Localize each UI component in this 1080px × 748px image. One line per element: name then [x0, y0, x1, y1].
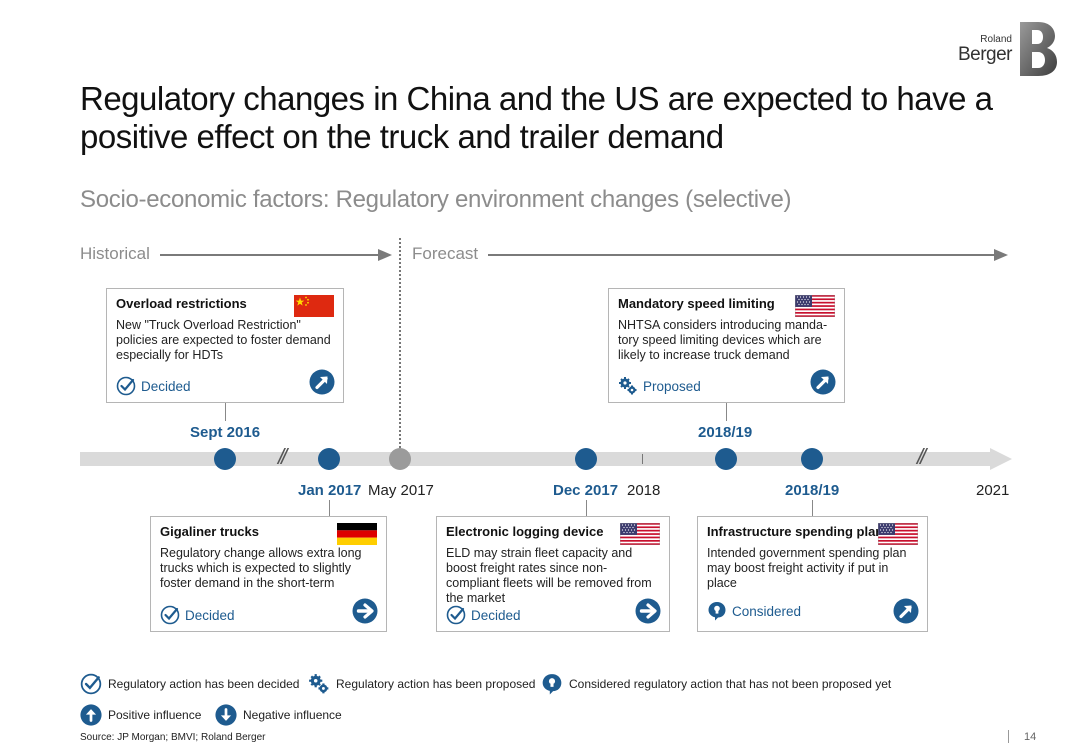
- date-sept-2016: Sept 2016: [190, 424, 261, 441]
- page-subtitle: Socio-economic factors: Regulatory envir…: [80, 186, 792, 213]
- forecast-arrow-line: [488, 254, 996, 256]
- card-body: Intended government spending plan may bo…: [707, 546, 907, 590]
- date-2018-19-bottom: 2018/19: [785, 482, 840, 499]
- legend-proposed: Regulatory action has been proposed: [308, 673, 535, 695]
- page-number-divider: [1008, 730, 1009, 743]
- legend-label: Considered regulatory action that has no…: [569, 677, 892, 691]
- historical-forecast-divider: [399, 238, 401, 452]
- card-title: Overload restrictions: [116, 296, 247, 311]
- check-icon: [80, 673, 102, 695]
- card-mandatory-speed-limiting: Mandatory speed limiting NHTSA considers…: [608, 288, 845, 403]
- neutral-influence-arrow-icon: [635, 598, 661, 624]
- card-electronic-logging-device: Electronic logging device ELD may strain…: [436, 516, 670, 632]
- us-flag-icon: [795, 295, 835, 317]
- historical-arrow-line: [160, 254, 382, 256]
- positive-influence-arrow-icon: [893, 598, 919, 624]
- neutral-influence-arrow-icon: [352, 598, 378, 624]
- speech-bubble-icon: [541, 673, 563, 695]
- status-label: Decided: [185, 607, 235, 623]
- gears-icon: [308, 673, 330, 695]
- connector-line: [225, 403, 226, 421]
- legend-label: Regulatory action has been decided: [108, 677, 300, 691]
- check-icon: [160, 605, 180, 625]
- positive-influence-icon: [80, 704, 102, 726]
- date-2018: 2018: [627, 482, 661, 499]
- status-proposed: Proposed: [618, 376, 701, 396]
- timeline-bar: [80, 452, 992, 466]
- date-jan-2017: Jan 2017: [298, 482, 362, 499]
- negative-influence-icon: [215, 704, 237, 726]
- legend-positive: Positive influence: [80, 704, 201, 726]
- timeline-break-mark: //: [917, 444, 926, 469]
- status-label: Decided: [471, 607, 521, 623]
- card-body: NHTSA considers introducing manda-tory s…: [618, 318, 828, 362]
- logo-line1: Roland: [980, 34, 1012, 45]
- card-gigaliner-trucks: Gigaliner trucks Regulatory change allow…: [150, 516, 387, 632]
- logo-b-mark-icon: [1020, 22, 1057, 76]
- card-body: Regulatory change allows extra long truc…: [160, 546, 362, 590]
- forecast-arrowhead: [994, 249, 1008, 261]
- status-label: Proposed: [643, 378, 701, 394]
- positive-influence-arrow-icon: [309, 369, 335, 395]
- roland-berger-logo: Roland Berger: [940, 20, 1058, 76]
- status-decided: Decided: [446, 605, 521, 625]
- legend-considered: Considered regulatory action that has no…: [541, 673, 891, 695]
- connector-line: [586, 500, 587, 516]
- page-title: Regulatory changes in China and the US a…: [80, 80, 993, 155]
- card-title: Gigaliner trucks: [160, 524, 259, 539]
- date-may-2017: May 2017: [368, 482, 434, 499]
- card-body: New "Truck Overload Restriction" policie…: [116, 318, 331, 362]
- status-decided: Decided: [116, 376, 191, 396]
- us-flag-icon: [878, 523, 918, 545]
- forecast-label: Forecast: [412, 244, 479, 263]
- connector-line: [812, 500, 813, 516]
- date-dec-2017: Dec 2017: [553, 482, 619, 499]
- card-infrastructure-spending-plan: Infrastructure spending plan Intended go…: [697, 516, 928, 632]
- timeline-dot-2018-19-bottom: [801, 448, 823, 470]
- timeline-dot-dec-2017: [575, 448, 597, 470]
- legend-negative: Negative influence: [215, 704, 342, 726]
- timeline-arrowhead: [990, 448, 1012, 470]
- date-2021: 2021: [976, 482, 1010, 499]
- card-overload-restrictions: Overload restrictions New "Truck Overloa…: [106, 288, 344, 403]
- germany-flag-icon: [337, 523, 377, 545]
- card-body: ELD may strain fleet capacity and boost …: [446, 546, 652, 605]
- status-label: Considered: [732, 603, 802, 619]
- status-considered: Considered: [707, 601, 801, 621]
- source-note: Source: JP Morgan; BMVI; Roland Berger: [80, 732, 266, 743]
- timeline-dot-jan-2017: [318, 448, 340, 470]
- check-icon: [446, 605, 466, 625]
- timeline-dot-sept-2016: [214, 448, 236, 470]
- us-flag-icon: [620, 523, 660, 545]
- legend-label: Regulatory action has been proposed: [336, 677, 536, 691]
- connector-line: [329, 500, 330, 516]
- timeline-dot-may-2017: [389, 448, 411, 470]
- china-flag-icon: [294, 295, 334, 317]
- gears-icon: [618, 376, 638, 396]
- date-2018-19-top: 2018/19: [698, 424, 753, 441]
- historical-arrowhead: [378, 249, 392, 261]
- timeline-tick-2018: [642, 454, 643, 464]
- legend-decided: Regulatory action has been decided: [80, 673, 299, 695]
- timeline-break-mark: //: [278, 444, 287, 469]
- logo-line2: Berger: [957, 44, 1013, 65]
- legend-label: Negative influence: [243, 708, 342, 722]
- card-title: Mandatory speed limiting: [618, 296, 775, 311]
- page-number: 14: [1024, 731, 1037, 743]
- connector-line: [726, 403, 727, 421]
- legend-label: Positive influence: [108, 708, 202, 722]
- card-title: Infrastructure spending plan: [707, 524, 884, 539]
- status-decided: Decided: [160, 605, 235, 625]
- check-icon: [116, 376, 136, 396]
- status-label: Decided: [141, 378, 191, 394]
- positive-influence-arrow-icon: [810, 369, 836, 395]
- historical-label: Historical: [80, 244, 150, 263]
- speech-bubble-icon: [707, 601, 727, 621]
- card-title: Electronic logging device: [446, 524, 604, 539]
- timeline-dot-2018-19-top: [715, 448, 737, 470]
